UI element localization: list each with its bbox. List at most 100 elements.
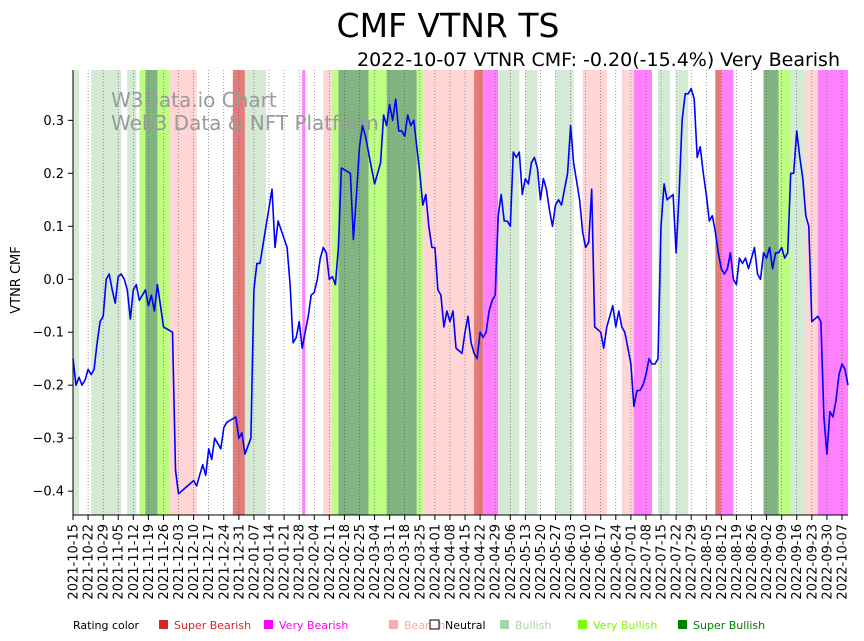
x-tick-label: 2022-04-01 (428, 524, 443, 600)
axes (72, 70, 848, 516)
x-tick-label: 2022-09-23 (805, 524, 820, 600)
rating-band (498, 70, 520, 515)
x-tick-label: 2022-03-25 (413, 524, 428, 600)
x-tick-label: 2022-02-04 (308, 524, 323, 600)
rating-band (145, 70, 158, 515)
legend-swatch (578, 620, 587, 629)
x-tick-label: 2021-12-03 (172, 524, 187, 600)
legend-label: Super Bullish (693, 619, 765, 632)
rating-band (368, 70, 387, 515)
x-tick-label: 2021-10-22 (82, 524, 97, 600)
x-tick-label: 2022-06-10 (579, 524, 594, 600)
chart-subtitle: 2022-10-07 VTNR CMF: -0.20(-15.4%) Very … (357, 49, 840, 71)
rating-band (386, 70, 417, 515)
x-tick-label: 2021-12-17 (202, 524, 217, 600)
x-tick-label: 2022-03-04 (368, 524, 383, 600)
x-tick-label: 2022-05-27 (549, 524, 564, 600)
legend-swatch (389, 620, 398, 629)
legend-title: Rating color (73, 619, 140, 632)
watermark: W3Data.io Chart Web3 Data & NFT Platform (111, 88, 379, 135)
rating-band (525, 70, 538, 515)
x-tick-label: 2022-03-11 (383, 524, 398, 600)
x-tick-label: 2022-06-24 (609, 524, 624, 600)
y-tick-label: 0.0 (43, 273, 64, 288)
y-axis-ticks: −0.4 −0.3 −0.2 −0.1 0.0 0.1 0.2 0.3 (32, 114, 73, 500)
x-tick-label: 2022-01-21 (278, 524, 293, 600)
x-tick-label: 2022-07-08 (640, 524, 655, 600)
x-tick-label: 2022-01-07 (247, 524, 262, 600)
rating-band (763, 70, 779, 515)
legend-label: Neutral (445, 619, 486, 632)
x-tick-label: 2022-07-22 (670, 524, 685, 600)
rating-band (139, 70, 146, 515)
rating-band (338, 70, 369, 515)
rating-band (715, 70, 722, 515)
x-tick-label: 2022-05-13 (519, 524, 534, 600)
rating-band (555, 70, 574, 515)
y-axis-label: VTNR CMF (9, 246, 24, 314)
chart-title: CMF VTNR TS (337, 6, 560, 45)
x-tick-label: 2022-09-30 (820, 524, 835, 600)
rating-band (127, 70, 137, 515)
y-tick-label: −0.2 (32, 379, 64, 394)
x-tick-label: 2022-04-29 (489, 524, 504, 600)
legend-label: Very Bearish (279, 619, 348, 632)
legend-label: Super Bearish (174, 619, 251, 632)
legend-swatch (264, 620, 273, 629)
cmf-series-line (72, 87, 849, 495)
x-tick-label: 2022-05-06 (504, 524, 519, 600)
x-tick-label: 2022-07-15 (655, 524, 670, 600)
y-tick-label: 0.3 (43, 114, 64, 129)
legend-swatch (159, 620, 168, 629)
x-tick-label: 2022-05-20 (534, 524, 549, 600)
rating-band (790, 70, 806, 515)
legend-swatch (678, 620, 687, 629)
rating-band (244, 70, 266, 515)
watermark-line-1: W3Data.io Chart (111, 88, 277, 112)
x-tick-label: 2022-09-02 (760, 524, 775, 600)
x-tick-label: 2021-11-26 (157, 524, 172, 600)
y-tick-label: 0.2 (43, 167, 64, 182)
x-tick-label: 2022-03-18 (398, 524, 413, 600)
x-tick-label: 2022-09-09 (775, 524, 790, 600)
x-tick-label: 2022-07-01 (624, 524, 639, 600)
watermark-line-2: Web3 Data & NFT Platform (111, 111, 379, 135)
y-tick-label: −0.1 (32, 326, 64, 341)
legend-label: Bullish (515, 619, 551, 632)
rating-band (721, 70, 734, 515)
rating-band (323, 70, 333, 515)
rating-band (73, 70, 80, 515)
series-layer (72, 87, 849, 495)
x-tick-label: 2021-10-15 (67, 524, 82, 600)
rating-band (169, 70, 197, 515)
x-tick-label: 2022-02-25 (353, 524, 368, 600)
x-tick-label: 2021-12-10 (187, 524, 202, 600)
x-tick-label: 2022-08-19 (730, 524, 745, 600)
rating-band (778, 70, 791, 515)
x-tick-label: 2022-04-08 (443, 524, 458, 600)
x-tick-label: 2021-12-24 (217, 524, 232, 600)
legend-swatch (429, 619, 440, 630)
x-tick-label: 2022-01-28 (293, 524, 308, 600)
legend-swatch (500, 620, 509, 629)
x-tick-label: 2022-02-18 (338, 524, 353, 600)
x-tick-label: 2022-08-26 (745, 524, 760, 600)
x-tick-label: 2022-04-15 (459, 524, 474, 600)
rating-band (332, 70, 339, 515)
rating-band (422, 70, 475, 515)
rating-band (621, 70, 634, 515)
legend: Rating color Super Bearish Very Bearish Bea… (73, 619, 765, 632)
rating-band (302, 70, 306, 515)
y-tick-label: −0.3 (32, 432, 64, 447)
x-tick-label: 2022-10-07 (836, 524, 851, 600)
rating-band (483, 70, 499, 515)
rating-band (817, 70, 848, 515)
x-tick-label: 2022-08-12 (715, 524, 730, 600)
x-tick-label: 2021-11-05 (112, 524, 127, 600)
x-tick-label: 2021-11-12 (127, 524, 142, 600)
week-gridlines (72, 70, 843, 515)
x-tick-label: 2022-07-29 (685, 524, 700, 600)
x-tick-label: 2022-06-17 (594, 524, 609, 600)
x-tick-label: 2021-10-29 (97, 524, 112, 600)
